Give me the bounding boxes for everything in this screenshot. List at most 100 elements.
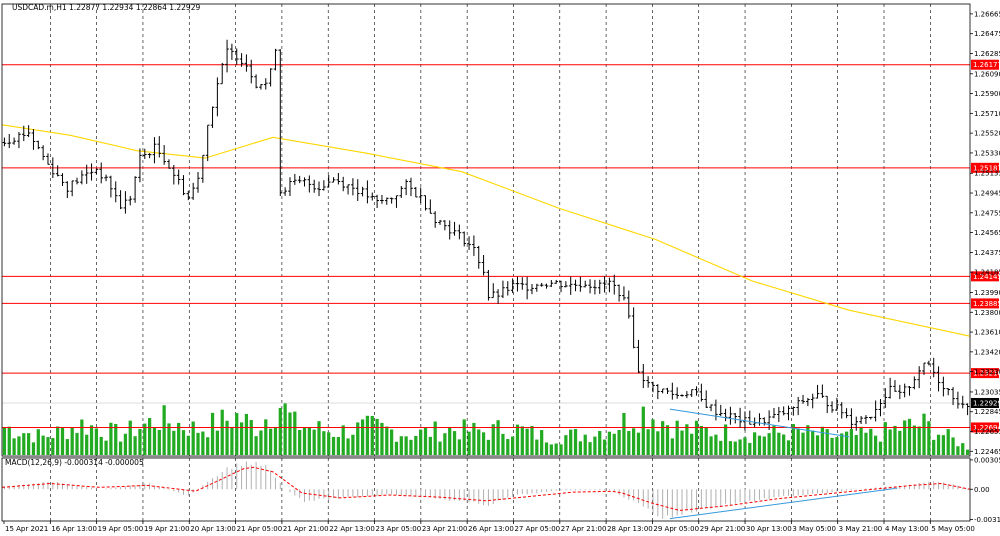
volume-bar xyxy=(883,422,887,455)
volume-bar xyxy=(961,443,965,455)
volume-bar xyxy=(719,440,723,455)
volume-bar xyxy=(951,437,955,455)
volume-bar xyxy=(65,439,69,455)
volume-bar xyxy=(506,439,510,455)
volume-bar xyxy=(733,441,737,455)
volume-bar xyxy=(162,405,166,455)
volume-bar xyxy=(51,438,55,455)
volume-bar xyxy=(815,435,820,455)
volume-bar xyxy=(438,441,442,455)
volume-bar xyxy=(172,430,176,455)
macd-tick-label: -0.003143 xyxy=(974,516,1000,524)
time-label: 21 Apr 05:00 xyxy=(237,525,283,533)
volume-bar xyxy=(109,422,113,455)
macd-tick-label: 0.003051 xyxy=(974,456,1000,464)
volume-bar xyxy=(244,413,249,455)
volume-bar xyxy=(365,415,370,455)
price-tick-label: 1.25135 xyxy=(974,170,1000,178)
volume-bar xyxy=(757,435,762,455)
volume-bar xyxy=(80,419,84,455)
volume-bar xyxy=(75,432,79,455)
volume-bar xyxy=(312,429,316,455)
volume-bar xyxy=(753,432,757,455)
time-label: 30 Apr 13:00 xyxy=(746,525,792,533)
price-level-label-bg xyxy=(971,162,999,173)
volume-bar xyxy=(786,440,791,455)
volume-bar xyxy=(336,437,340,455)
volume-bar xyxy=(554,443,558,455)
volume-bar xyxy=(317,421,321,455)
volume-bar xyxy=(496,420,500,455)
volume-bar xyxy=(709,436,713,455)
price-tick-label: 1.26665 xyxy=(974,10,1000,18)
volume-bar xyxy=(423,427,428,455)
volume-bar xyxy=(85,434,89,455)
volume-bar xyxy=(235,413,239,455)
volume-bar xyxy=(114,423,118,455)
volume-bar xyxy=(104,440,108,455)
volume-bar xyxy=(893,425,897,455)
volume-bar xyxy=(404,436,408,455)
volume-bar xyxy=(278,407,282,455)
price-tick-label: 1.24565 xyxy=(974,229,1000,237)
time-label: 23 Apr 21:00 xyxy=(422,525,468,533)
volume-bar xyxy=(593,436,597,455)
volume-bar xyxy=(123,433,128,455)
volume-bar xyxy=(341,425,345,455)
volume-bar xyxy=(128,420,132,455)
volume-bar xyxy=(903,420,907,455)
volume-bar xyxy=(830,437,834,455)
volume-bar xyxy=(946,429,950,455)
volume-bar xyxy=(646,429,650,455)
volume-bar xyxy=(840,433,844,455)
volume-bar xyxy=(385,426,389,455)
volume-bar xyxy=(254,436,258,455)
time-label: 27 Apr 21:00 xyxy=(561,525,607,533)
volume-bar xyxy=(878,441,883,455)
volume-bar xyxy=(888,429,892,455)
price-level-label: 1.22694 xyxy=(973,424,1000,432)
moving-average-line xyxy=(1,124,971,337)
volume-bar xyxy=(196,432,200,455)
price-level-label-bg xyxy=(971,271,999,282)
volume-bar xyxy=(99,436,103,455)
macd-layer xyxy=(1,461,971,519)
price-tick-label: 1.22845 xyxy=(974,408,1000,416)
volume-bar xyxy=(898,430,902,455)
volume-bar xyxy=(177,422,181,455)
price-tick-label: 1.25710 xyxy=(974,110,1000,118)
volume-bar xyxy=(375,418,379,455)
volume-bar xyxy=(694,420,699,455)
price-tick-label: 1.24755 xyxy=(974,209,1000,217)
price-tick-label: 1.25330 xyxy=(974,149,1000,157)
volume-bar xyxy=(520,426,524,455)
volume-bar xyxy=(588,442,592,455)
price-tick-label: 1.22655 xyxy=(974,428,1000,436)
current-price-label-bg xyxy=(971,397,999,408)
time-label: 3 May 21:00 xyxy=(839,525,883,533)
volume-bar xyxy=(656,431,660,455)
macd-header: MACD(12,26,9) -0.000314 -0.000005 xyxy=(5,458,144,467)
volume-bar xyxy=(864,432,868,455)
price-level-label: 1.24145 xyxy=(973,273,1000,281)
price-tick-label: 1.23800 xyxy=(974,309,1000,317)
volume-bar xyxy=(714,434,718,455)
volume-bar xyxy=(699,425,703,455)
volume-bar xyxy=(419,429,423,455)
volume-bar xyxy=(598,430,602,455)
price-level-label: 1.23216 xyxy=(973,370,1000,378)
time-label: 28 Apr 13:00 xyxy=(607,525,653,533)
volume-bar xyxy=(907,418,912,455)
time-label: 16 Apr 13:00 xyxy=(51,525,97,533)
price-tick-label: 1.23610 xyxy=(974,329,1000,337)
volume-bar xyxy=(428,436,432,455)
volume-bar xyxy=(859,426,863,455)
volume-bar xyxy=(941,435,945,455)
volume-bar xyxy=(452,431,457,455)
volume-bar xyxy=(433,421,437,455)
volume-bar xyxy=(806,425,810,455)
volume-bar xyxy=(486,439,491,455)
volume-bar xyxy=(632,428,636,455)
price-tick-label: 1.22465 xyxy=(974,448,1000,456)
volume-bar xyxy=(491,424,495,455)
